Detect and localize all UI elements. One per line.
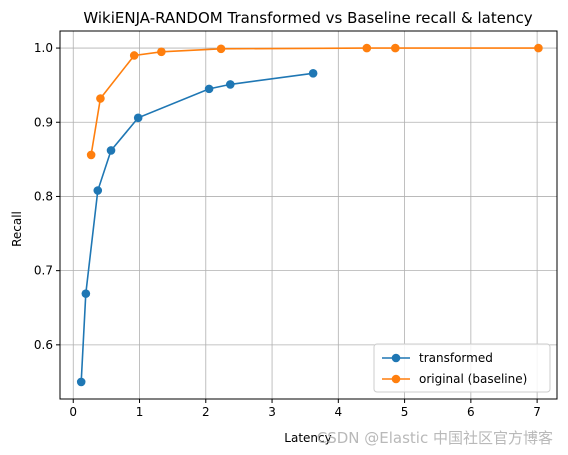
x-tick-label: 3 [268,405,276,419]
x-tick-label: 1 [136,405,144,419]
x-tick-label: 5 [401,405,409,419]
legend-box [373,343,551,393]
series-layer [76,43,543,387]
legend-marker-original-baseline [391,374,401,384]
data-point-original-baseline [534,43,543,53]
data-point-transformed [133,113,143,123]
data-point-original-baseline [157,47,166,57]
y-axis-label: Recall [10,211,24,247]
data-point-original-baseline [362,43,372,53]
data-point-transformed [106,146,116,155]
data-point-transformed [81,289,91,298]
x-tick-label: 7 [533,405,541,419]
grid [60,31,557,399]
data-point-transformed [308,68,318,78]
x-tick-label: 4 [334,405,342,419]
data-point-original-baseline [216,44,226,54]
data-point-transformed [93,186,103,195]
axes: 0 1 2 3 4 5 6 7 0.6 0.7 0.8 0.9 1.0 [34,30,558,419]
chart-title: WikiENJA-RANDOM Transformed vs Baseline … [83,9,532,27]
series-line-original-baseline [90,47,539,156]
legend-label-transformed: transformed [419,351,493,365]
data-point-transformed [204,84,214,94]
x-tick-label: 2 [202,405,210,419]
series-transformed [76,68,318,387]
data-point-original-baseline [86,150,96,160]
y-tick-label: 0.9 [34,115,53,129]
data-point-original-baseline [129,51,139,60]
x-tick-label: 6 [467,405,475,419]
y-tick-label: 1.0 [34,41,53,55]
series-original-baseline [86,43,543,160]
x-tick-label: 0 [69,405,77,419]
plot-frame [59,30,558,400]
y-tick-label: 0.7 [34,264,53,278]
legend-label-original-baseline: original (baseline) [419,372,527,386]
legend: transformed original (baseline) [373,343,551,393]
data-point-original-baseline [96,94,105,103]
legend-marker-transformed [391,353,401,363]
watermark: CSDN @Elastic 中国社区官方博客 [317,429,553,447]
y-tick-label: 0.8 [34,189,53,203]
y-tick-label: 0.6 [34,338,53,352]
x-axis-label: Latency [284,431,331,445]
data-point-transformed [76,377,86,387]
data-point-original-baseline [391,43,400,53]
data-point-transformed [226,80,235,89]
